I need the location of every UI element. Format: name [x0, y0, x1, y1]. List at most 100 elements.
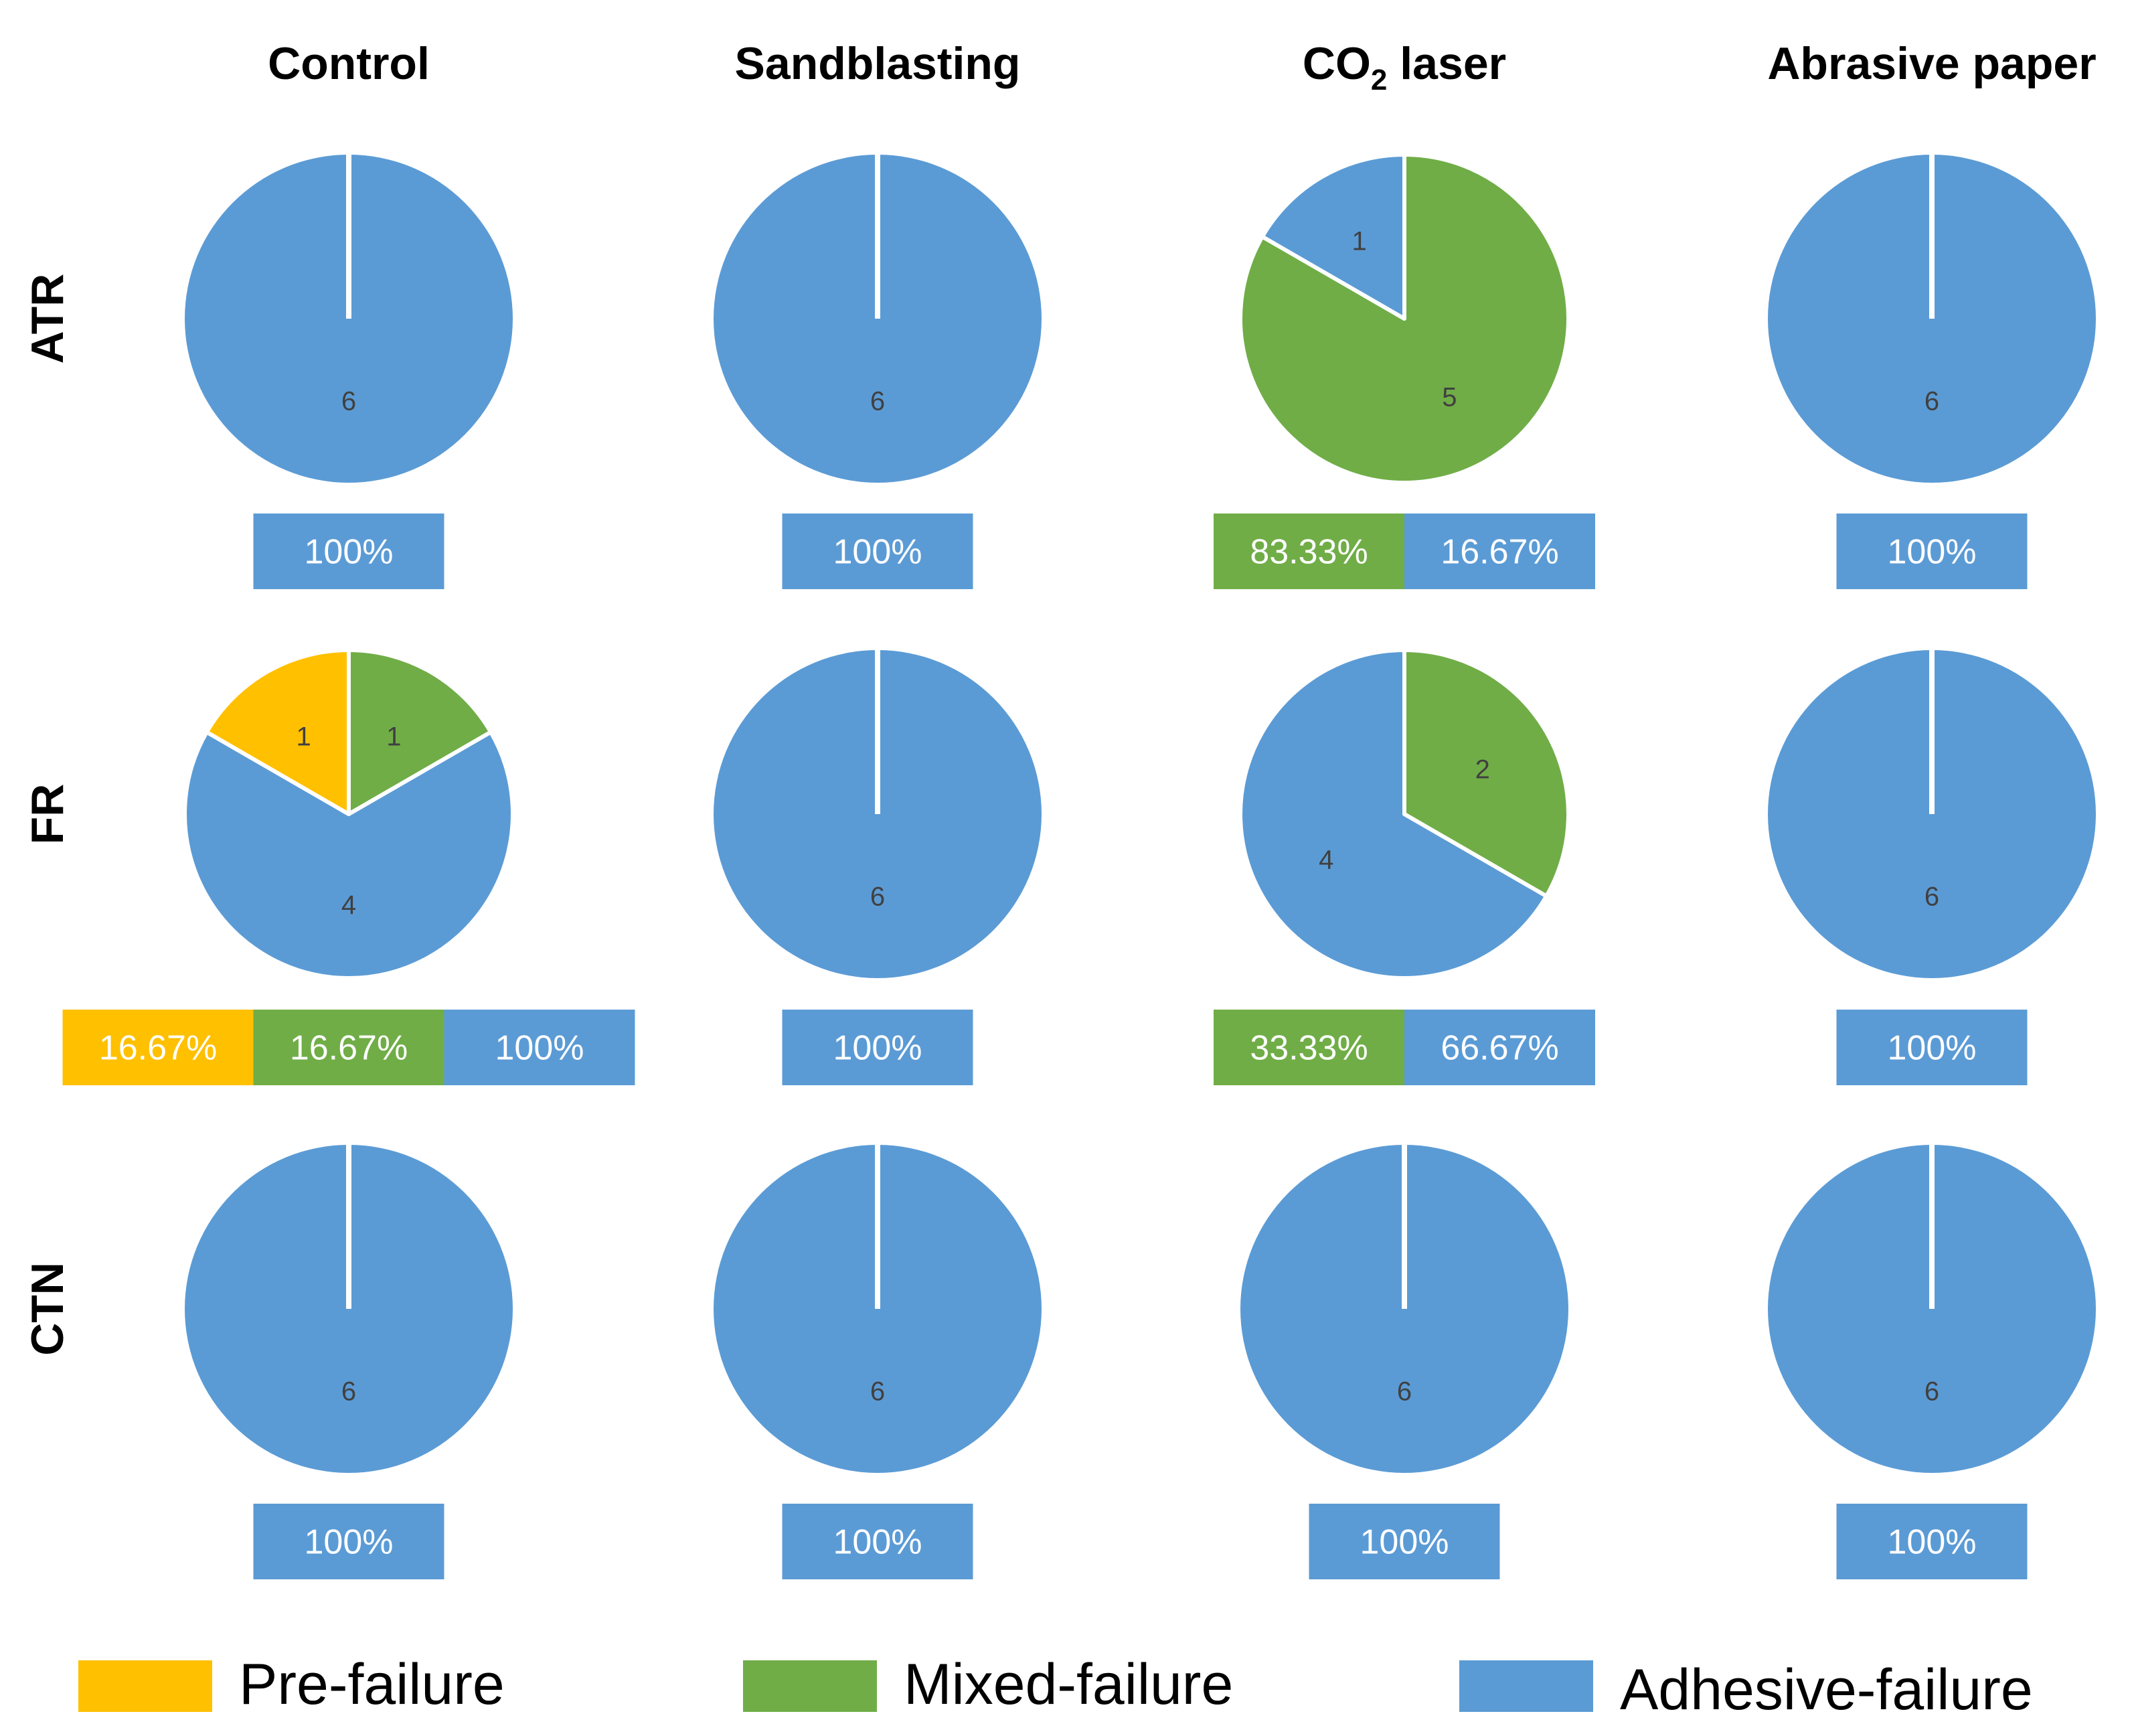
pie-slice-value-label: 6	[1924, 882, 1939, 912]
percent-bar-ctn-abrasive-paper: 100%	[1836, 1504, 2028, 1579]
column-header-co-laser: CO2 laser	[1303, 38, 1506, 96]
column-headers: Control Sandblasting CO2 laser Abrasive pap…	[268, 38, 2097, 96]
pie-slice-value-label: 6	[870, 387, 885, 416]
pie-slice-adhesive-failure	[183, 730, 515, 980]
percent-label: 83.33%	[1250, 533, 1368, 572]
percent-bar-ctn-co2-laser: 100%	[1309, 1504, 1500, 1579]
row-labels: ATR FR CTN	[22, 274, 73, 1356]
pie-ctn-sandblasting: 6	[714, 1145, 1042, 1473]
percent-bar-atr-control: 100%	[253, 514, 444, 589]
legend-item-pre-failure: Pre-failure	[78, 1652, 505, 1717]
pie-fr-control: 1 4 1	[183, 648, 515, 980]
pie-ctn-control: 6	[185, 1145, 513, 1473]
percent-label: 16.67%	[99, 1029, 217, 1068]
percent-label: 100%	[305, 533, 394, 572]
legend: Pre-failure Mixed-failure Adhesive-failure	[78, 1652, 2033, 1722]
pie-slice-value-label: 6	[870, 1377, 885, 1407]
pie-slice-value-label: 1	[1352, 226, 1367, 256]
pie-slice-mixed-failure	[347, 648, 493, 816]
percent-label: 16.67%	[1441, 533, 1558, 572]
percent-segment-adhesive-failure	[444, 1010, 635, 1085]
column-header-control: Control	[268, 38, 430, 89]
percent-label: 100%	[305, 1523, 394, 1562]
percent-label: 16.67%	[290, 1029, 408, 1068]
percent-segment-adhesive-failure	[1836, 1504, 2028, 1579]
pie-slice-value-label: 4	[1319, 845, 1333, 874]
legend-label: Adhesive-failure	[1620, 1658, 2033, 1722]
percent-segment-adhesive-failure	[1836, 1010, 2028, 1085]
pie-slice-value-label: 6	[1924, 1377, 1939, 1407]
column-header-abrasive-paper: Abrasive paper	[1767, 38, 2096, 89]
pie-fr-abrasive-paper: 6	[1768, 650, 2096, 978]
percent-bar-ctn-control: 100%	[253, 1504, 444, 1579]
percent-segment-adhesive-failure	[1404, 1010, 1595, 1085]
row-label-fr: FR	[22, 784, 73, 845]
pie-slice-value-label: 5	[1442, 383, 1457, 412]
percent-label: 66.67%	[1441, 1029, 1558, 1068]
row-label-ctn: CTN	[22, 1262, 73, 1356]
percent-label: 100%	[833, 1523, 922, 1562]
legend-label: Mixed-failure	[904, 1652, 1233, 1717]
percent-bar-fr-sandblasting: 100%	[782, 1010, 973, 1085]
pie-slice-value-label: 6	[1397, 1377, 1412, 1407]
percent-segment-mixed-failure	[1214, 1010, 1404, 1085]
percent-label: 100%	[1360, 1523, 1449, 1562]
pie-slice-mixed-failure	[1402, 648, 1571, 898]
legend-swatch	[743, 1660, 877, 1712]
percent-segment-adhesive-failure	[1836, 514, 2028, 589]
pie-slice-value-label: 4	[341, 890, 356, 920]
legend-swatch	[1459, 1660, 1593, 1712]
percent-segment-adhesive-failure	[253, 1504, 444, 1579]
percent-label: 100%	[495, 1029, 584, 1068]
column-header-sandblasting: Sandblasting	[735, 38, 1021, 89]
percent-segment-mixed-failure	[253, 1010, 444, 1085]
legend-item-adhesive-failure: Adhesive-failure	[1459, 1658, 2033, 1722]
pie-slice-adhesive-failure	[1238, 648, 1549, 980]
percent-label: 100%	[1888, 1029, 1977, 1068]
pie-atr-abrasive-paper: 6	[1768, 155, 2096, 483]
pie-ctn-co2-laser: 6	[1240, 1145, 1568, 1473]
pie-atr-sandblasting: 6	[714, 155, 1042, 483]
percent-segment-adhesive-failure	[1309, 1504, 1500, 1579]
percent-bar-ctn-sandblasting: 100%	[782, 1504, 973, 1579]
pie-slice-value-label: 6	[1924, 387, 1939, 416]
percent-segment-adhesive-failure	[1404, 514, 1595, 589]
pie-fr-co2-laser: 24	[1238, 648, 1571, 980]
percent-segment-mixed-failure	[1214, 514, 1404, 589]
pie-slice-value-label: 6	[870, 882, 885, 912]
percent-label: 100%	[833, 1029, 922, 1068]
pie-slice-value-label: 1	[386, 722, 401, 751]
percent-segment-adhesive-failure	[782, 514, 973, 589]
percent-segment-adhesive-failure	[253, 514, 444, 589]
percent-segment-adhesive-failure	[782, 1010, 973, 1085]
percent-bar-fr-co2-laser: 33.33% 66.67%	[1214, 1010, 1595, 1085]
pie-slice-pre-failure	[204, 648, 351, 816]
percent-label: 100%	[1888, 533, 1977, 572]
percent-label: 100%	[833, 533, 922, 572]
percent-segment-pre-failure	[62, 1010, 254, 1085]
percent-bar-atr-sandblasting: 100%	[782, 514, 973, 589]
percent-bar-fr-abrasive-paper: 100%	[1836, 1010, 2028, 1085]
pie-slice-adhesive-failure	[1260, 153, 1406, 321]
pie-atr-control: 6	[185, 155, 513, 483]
pie-slice-value-label: 6	[341, 387, 356, 416]
legend-swatch	[78, 1660, 212, 1712]
percent-bar-atr-co2-laser: 83.33% 16.67%	[1214, 514, 1595, 589]
pie-slice-value-label: 1	[297, 722, 311, 751]
legend-item-mixed-failure: Mixed-failure	[743, 1652, 1233, 1717]
percent-label: 33.33%	[1250, 1029, 1368, 1068]
percent-segment-adhesive-failure	[782, 1504, 973, 1579]
percentage-bars: 100% 100% 83.33% 16.67% 100% 16.67% 16.67% 100%…	[62, 514, 2028, 1579]
legend-label: Pre-failure	[239, 1652, 505, 1717]
pie-atr-co2-laser: 51	[1238, 153, 1570, 485]
percent-bar-fr-control: 16.67% 16.67% 100%	[62, 1010, 635, 1085]
pie-ctn-abrasive-paper: 6	[1768, 1145, 2096, 1473]
pie-slice-mixed-failure	[1238, 153, 1570, 485]
pie-fr-sandblasting: 6	[714, 650, 1042, 978]
percent-label: 100%	[1888, 1523, 1977, 1562]
row-label-atr: ATR	[22, 274, 73, 364]
pie-slice-value-label: 6	[341, 1377, 356, 1407]
pie-slice-value-label: 2	[1475, 755, 1490, 785]
